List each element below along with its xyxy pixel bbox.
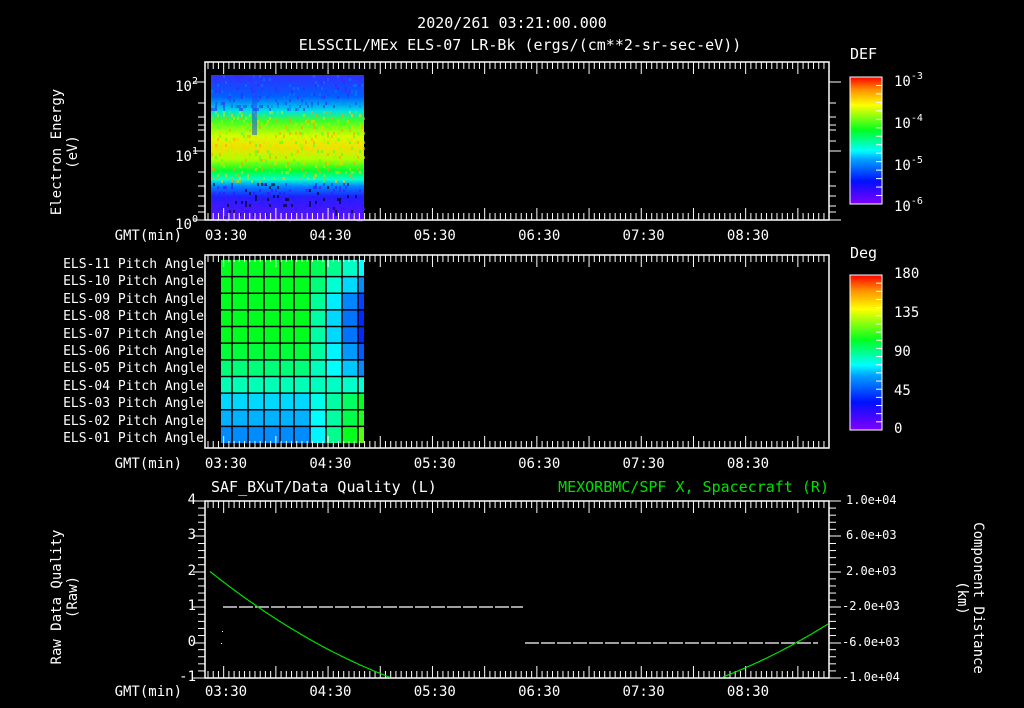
energy-ytick-1: 100 (175, 214, 198, 233)
pitch-angle-row-label: ELS-11 Pitch Angle (63, 257, 204, 272)
time-axis-label: GMT(min) (114, 684, 182, 700)
time-tick-label: 08:30 (726, 456, 770, 472)
time-tick-label: 07:30 (622, 684, 665, 700)
time-tick-label: 05:30 (413, 456, 456, 472)
pitch-angle-row-label: ELS-08 Pitch Angle (63, 309, 204, 325)
panel3-title-left: SAF_BXuT/Data Quality (L) (211, 478, 437, 496)
time-tick-label: 07:30 (622, 456, 665, 472)
distance-ylabel-line1: Component Distance (970, 522, 986, 674)
quality-ytick: 4 (187, 492, 196, 508)
energy-ylabel-line1: Electron Energy (49, 88, 65, 216)
distance-ytick: 2.0e+03 (846, 564, 897, 578)
distance-ytick: 1.0e+04 (846, 493, 897, 507)
pitch-angle-row-label: ELS-10 Pitch Angle (63, 274, 204, 290)
def-colorbar-tick: 10-5 (894, 155, 923, 174)
time-axis-label: GMT(min) (114, 456, 182, 472)
plot-subtitle: ELSSCIL/MEx ELS-07 LR-Bk (ergs/(cm**2-sr… (298, 36, 742, 54)
def-colorbar-tick: 10-6 (894, 196, 923, 215)
time-tick-label: 04:30 (309, 456, 352, 472)
quality-ytick: 0 (187, 634, 196, 650)
pitch-angle-row-label: ELS-06 Pitch Angle (63, 344, 204, 359)
time-tick-label: 08:30 (726, 684, 770, 700)
pitch-angle-row-label: ELS-09 Pitch Angle (63, 291, 204, 307)
energy-ylabel: Electron Energy (eV) (0, 89, 140, 215)
quality-ytick: -1 (179, 669, 196, 685)
energy-ytick-100: 102 (175, 76, 198, 95)
time-tick-label: 07:30 (622, 228, 665, 244)
quality-ylabel: Raw Data Quality (Raw) (0, 530, 155, 665)
pitch-angle-row-label: ELS-04 Pitch Angle (63, 378, 204, 394)
pitch-angle-row-label: ELS-02 Pitch Angle (63, 413, 204, 429)
distance-ytick: -1.0e+04 (842, 670, 900, 684)
plot-timestamp: 2020/261 03:21:00.000 (417, 14, 607, 32)
time-tick-label: 06:30 (518, 228, 561, 244)
def-colorbar-tick: 10-4 (894, 113, 923, 132)
time-tick-label: 04:30 (309, 684, 352, 700)
time-tick-label: 03:30 (204, 684, 248, 700)
energy-ytick-10: 101 (175, 146, 198, 165)
deg-colorbar-tick: 180 (894, 266, 920, 282)
def-colorbar-tick: 10-3 (894, 71, 923, 90)
distance-ytick: -2.0e+03 (842, 599, 900, 613)
quality-ytick: 3 (187, 527, 196, 543)
deg-colorbar-tick: 45 (894, 383, 911, 399)
time-tick-label: 04:30 (309, 228, 352, 244)
panel3-title-right: MEXORBMC/SPF X, Spacecraft (R) (558, 478, 829, 496)
def-colorbar-title: DEF (850, 45, 878, 63)
time-tick-label: 06:30 (518, 684, 561, 700)
quality-ylabel-line2: (Raw) (65, 575, 81, 619)
data-quality-panel (193, 500, 841, 679)
quality-ylabel-line1: Raw Data Quality (49, 529, 65, 665)
pitch-angle-row-label: ELS-05 Pitch Angle (63, 361, 204, 377)
time-axis-label: GMT(min) (114, 228, 182, 244)
quality-ytick: 1 (187, 598, 196, 614)
deg-colorbar-tick: 90 (894, 344, 911, 360)
deg-colorbar-title: Deg (850, 244, 878, 262)
distance-ytick: 6.0e+03 (846, 528, 897, 542)
energy-spectrogram-panel (193, 61, 883, 222)
pitch-angle-row-label: ELS-07 Pitch Angle (63, 326, 204, 342)
energy-ylabel-line2: (eV) (65, 135, 81, 169)
time-tick-label: 05:30 (413, 684, 456, 700)
distance-ylabel-line2: (km) (954, 581, 970, 615)
deg-colorbar-tick: 135 (894, 305, 920, 321)
deg-colorbar-tick: 0 (894, 421, 903, 437)
pitch-angle-panel (204, 254, 883, 449)
distance-ytick: -6.0e+03 (842, 635, 900, 649)
time-tick-label: 06:30 (518, 456, 561, 472)
quality-ytick: 2 (187, 563, 196, 579)
time-tick-label: 05:30 (413, 228, 456, 244)
pitch-angle-row-label: ELS-01 Pitch Angle (63, 431, 204, 446)
pitch-angle-row-label: ELS-03 Pitch Angle (63, 396, 204, 412)
time-tick-label: 08:30 (726, 228, 770, 244)
time-tick-label: 03:30 (204, 228, 248, 244)
time-tick-label: 03:30 (204, 456, 248, 472)
